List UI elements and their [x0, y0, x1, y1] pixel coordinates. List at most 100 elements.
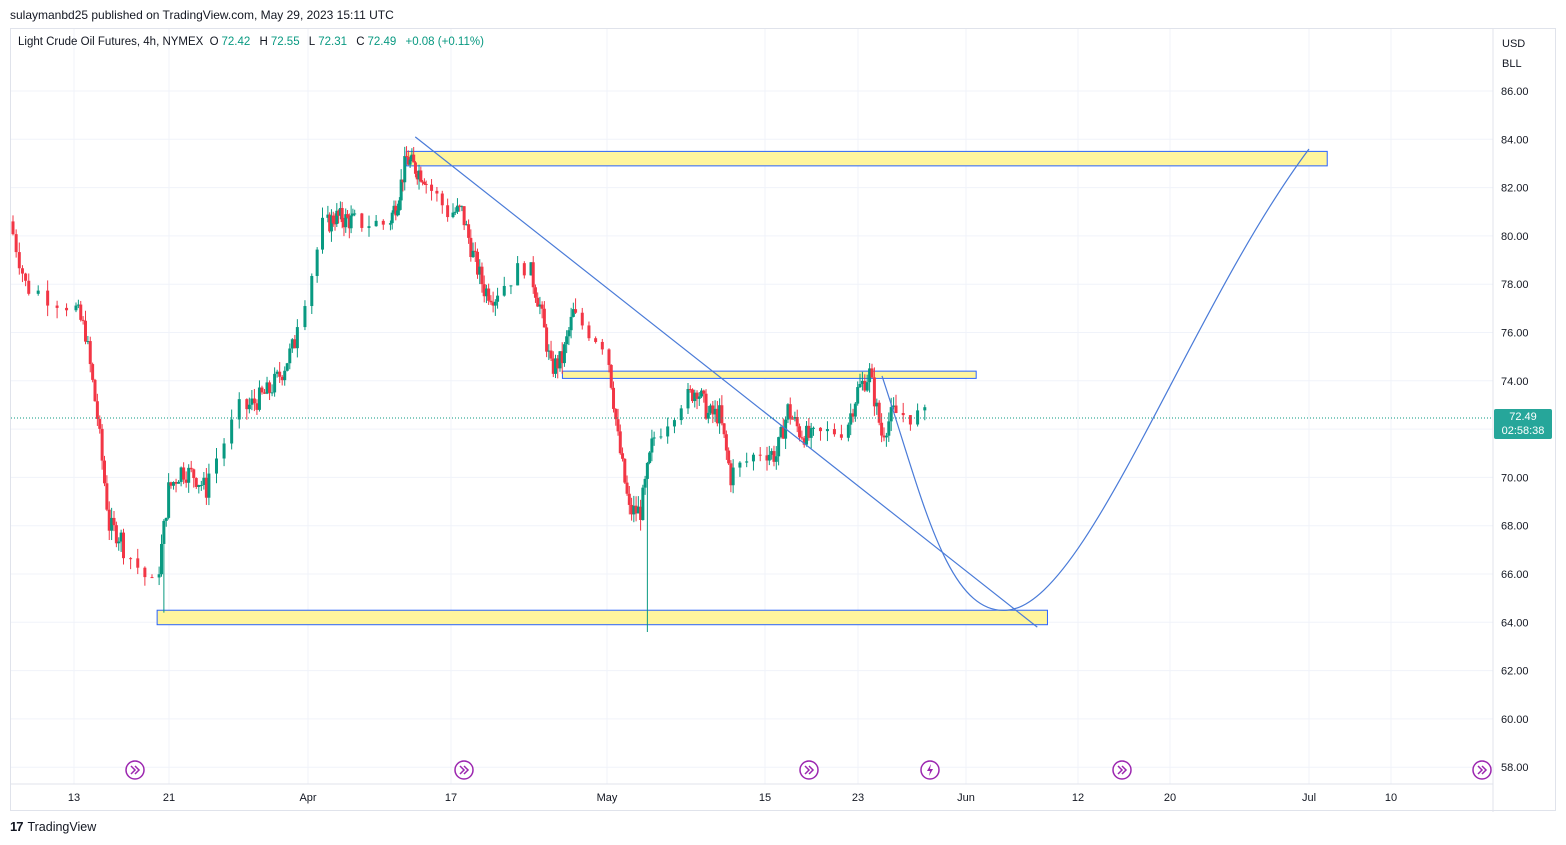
currency-selector[interactable]: USD BLL: [1502, 34, 1525, 74]
candle-body: [542, 308, 546, 328]
candle-body: [846, 424, 850, 438]
candle-body: [632, 505, 636, 515]
candle-body: [346, 214, 350, 218]
candle-body: [174, 482, 178, 484]
candle-body: [390, 212, 394, 224]
candle-body: [88, 341, 92, 365]
candle-body: [727, 450, 731, 464]
candle-body: [805, 425, 809, 445]
candle-body: [446, 205, 450, 218]
candle-body: [616, 419, 620, 432]
candle-body: [252, 398, 256, 404]
dividend-arrow-icon[interactable]: [1112, 760, 1132, 780]
candle-body: [538, 304, 542, 307]
candle-body: [55, 305, 59, 308]
candle-body: [901, 413, 905, 416]
dividend-arrow-icon[interactable]: [454, 760, 474, 780]
candle-body: [729, 463, 733, 486]
candle-body: [422, 181, 426, 184]
candle-body: [182, 467, 186, 480]
candle-body: [98, 418, 102, 429]
candle-body: [704, 393, 708, 419]
candle-body: [189, 467, 193, 470]
price-zone: [561, 370, 977, 379]
chart-grid: [11, 29, 1493, 784]
dividend-arrow-icon[interactable]: [799, 760, 819, 780]
candle-body: [863, 380, 867, 391]
candle-body: [791, 418, 795, 420]
candle-body: [659, 436, 663, 438]
candle-body: [887, 421, 891, 436]
candle-body: [858, 383, 862, 388]
chart-frame[interactable]: 86.0084.0082.0080.0078.0076.0074.0072.00…: [10, 28, 1557, 812]
candle-body: [600, 341, 604, 350]
price-tick-label: 66.00: [1501, 569, 1529, 581]
candle-body: [580, 312, 584, 326]
candle-body: [745, 461, 749, 463]
candle-body: [24, 273, 28, 281]
candle-body: [406, 157, 410, 165]
flash-glyph: [927, 764, 933, 776]
candle-body: [14, 234, 18, 253]
dividend-arrow-icon[interactable]: [125, 760, 145, 780]
earnings-flash-icon[interactable]: [920, 760, 940, 780]
candle-body: [394, 205, 398, 216]
candle-body: [367, 226, 371, 228]
footer-branding[interactable]: 17 TradingView: [10, 819, 96, 834]
candle-body: [516, 263, 520, 286]
candle-body: [421, 181, 425, 183]
candle-body: [310, 275, 314, 307]
candle-body: [484, 288, 488, 297]
time-tick-label: May: [597, 792, 618, 804]
candle-body: [894, 405, 898, 414]
candle-body: [388, 223, 392, 225]
candle-body: [860, 380, 864, 384]
currency-label[interactable]: USD: [1502, 38, 1526, 50]
candle-body: [818, 427, 822, 432]
symbol-legend[interactable]: Light Crude Oil Futures, 4h, NYMEX O 72.4…: [18, 36, 487, 48]
candle-body: [328, 214, 332, 232]
candle-body: [458, 205, 462, 207]
candle-body: [718, 405, 722, 424]
candle-body: [197, 485, 201, 487]
candle-body: [868, 368, 872, 383]
candle-body: [164, 517, 168, 521]
candle-body: [455, 205, 459, 212]
candle-body: [288, 348, 292, 364]
candle-body: [344, 214, 348, 228]
candle-body: [892, 405, 896, 408]
candle-body: [119, 532, 123, 542]
candle-body: [405, 156, 409, 158]
candle-body: [554, 358, 558, 374]
candle-body: [412, 154, 416, 163]
candle-body: [150, 577, 154, 579]
time-tick-label: 12: [1072, 792, 1084, 804]
candle-body: [338, 207, 342, 216]
candle-body: [214, 458, 218, 474]
descending-trend-line: [414, 136, 1038, 628]
candle-body: [688, 388, 692, 390]
candle-body: [103, 460, 106, 484]
candle-body: [800, 437, 804, 439]
candle-body: [706, 412, 710, 419]
candle-body: [81, 319, 85, 321]
unit-label[interactable]: BLL: [1502, 58, 1522, 70]
candle-body: [614, 408, 618, 420]
candle-body: [435, 190, 439, 194]
candle-body: [853, 403, 857, 417]
dividend-arrow-icon[interactable]: [1472, 760, 1492, 780]
last-price-value: 72.49: [1509, 411, 1537, 423]
candle-body: [278, 371, 282, 377]
candle-body: [179, 467, 183, 482]
candle-body: [612, 387, 616, 409]
candle-body: [795, 417, 799, 427]
chart-canvas[interactable]: 86.0084.0082.0080.0078.0076.0074.0072.00…: [11, 29, 1557, 812]
candle-body: [11, 221, 15, 235]
candle-body: [187, 467, 191, 483]
candle-body: [326, 214, 330, 218]
candle-body: [263, 392, 267, 394]
candle-body: [419, 170, 423, 182]
candle-body: [571, 309, 575, 317]
candle-body: [335, 210, 339, 224]
candle-body: [923, 407, 927, 411]
